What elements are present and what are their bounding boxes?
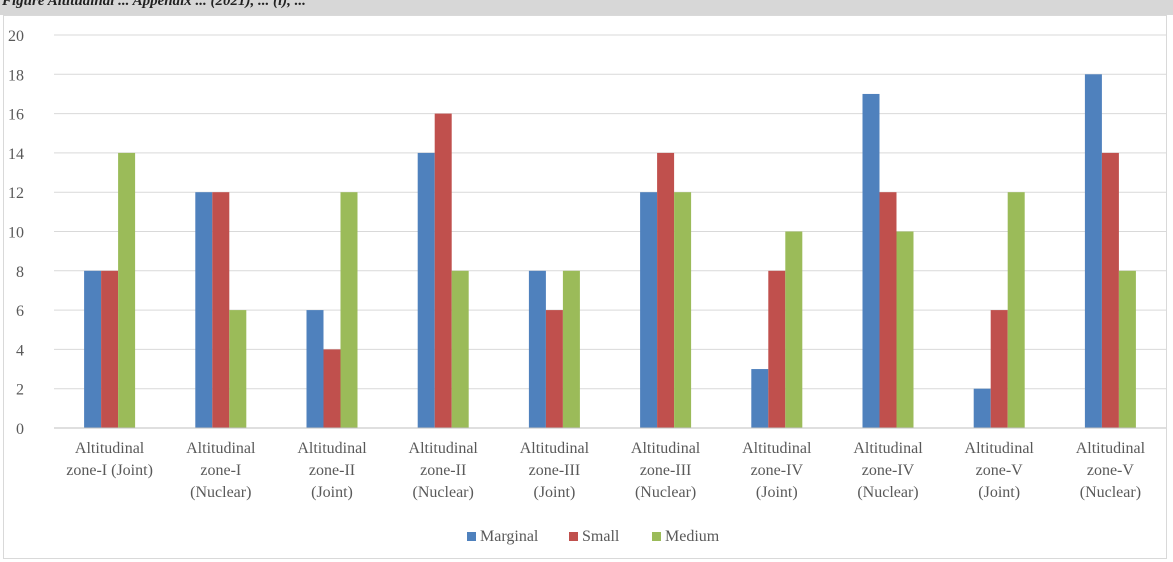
x-tick-labels: Altitudinal zone-I (Joint) Altitudinal zone… [66,440,1145,501]
bar-marginal [1084,74,1102,429]
x-tick-label-line: zone-V [976,462,1024,479]
x-tick-label-line: Altitudinal [1076,440,1146,457]
y-tick-label: 18 [8,67,24,84]
legend-swatch-small [569,532,578,541]
bar-marginal [528,270,546,428]
x-tick-label: Altitudinal zone-III (Joint) [520,440,590,501]
x-tick-label-line: zone-III [640,462,692,479]
x-tick-label-line: Altitudinal [853,440,923,457]
y-tick-label: 12 [8,185,24,202]
x-tick-label: Altitudinal zone-I (Joint) [66,440,153,479]
bar-small [434,113,452,428]
bar-marginal [973,388,991,428]
x-tick-label: Altitudinal zone-IV (Joint) [742,440,812,501]
y-tick-label: 0 [16,421,24,438]
bar-marginal [640,192,658,428]
x-tick-label-line: (Nuclear) [1080,484,1141,501]
x-tick-label-line: Altitudinal [409,440,479,457]
legend: Marginal Small Medium [467,528,720,545]
bars [84,74,1136,429]
x-tick-label-line: zone-IV [751,462,804,479]
x-tick-label-line: (Nuclear) [635,484,696,501]
bar-medium [785,231,803,428]
figure-caption-strip: Figure Altitudinal ... Appendix ... (202… [0,0,1173,15]
bar-medium [674,192,692,428]
bar-medium [451,270,469,428]
bar-small [545,310,563,428]
x-tick-label: Altitudinal zone-III (Nuclear) [631,440,701,501]
legend-swatch-marginal [467,532,476,541]
x-tick-label-line: Altitudinal [742,440,812,457]
chart-frame: 0 2 4 6 8 10 12 14 16 18 20 Altitudinal zone-I (Joi… [3,15,1167,559]
bar-small [990,310,1008,428]
x-tick-label-line: zone-III [529,462,581,479]
x-tick-label-line: (Joint) [311,484,353,501]
bar-chart: 0 2 4 6 8 10 12 14 16 18 20 Altitudinal zone-I (Joi… [8,28,1166,545]
bar-small [212,192,230,428]
bar-marginal [862,93,880,428]
x-tick-label-line: Altitudinal [631,440,701,457]
x-tick-label-line: (Joint) [978,484,1020,501]
legend-label-small: Small [582,528,620,545]
bar-small [768,270,786,428]
y-tick-label: 14 [8,146,24,163]
y-tick-labels: 0 2 4 6 8 10 12 14 16 18 20 [8,28,24,438]
bar-medium [118,152,136,428]
y-tick-label: 8 [16,264,24,281]
x-tick-label-line: (Nuclear) [413,484,474,501]
x-tick-label-line: Altitudinal [297,440,367,457]
x-tick-label-line: (Nuclear) [190,484,251,501]
bar-marginal [195,192,213,428]
x-tick-label-line: (Joint) [756,484,798,501]
bar-marginal [84,270,102,428]
legend-swatch-medium [652,532,661,541]
x-tick-label-line: zone-I (Joint) [66,462,153,479]
x-tick-label-line: Altitudinal [75,440,145,457]
bar-medium [1118,270,1136,428]
bar-small [323,349,341,428]
y-tick-label: 10 [8,225,24,242]
x-tick-label: Altitudinal zone-V (Nuclear) [1076,440,1146,501]
bar-medium [562,270,580,428]
x-tick-label-line: zone-I [200,462,241,479]
x-tick-label-line: zone-II [420,462,466,479]
bar-medium [896,231,914,428]
bar-marginal [751,369,769,428]
x-tick-label: Altitudinal zone-I (Nuclear) [186,440,256,501]
legend-label-medium: Medium [665,528,720,545]
x-tick-label: Altitudinal zone-II (Nuclear) [409,440,479,501]
legend-label-marginal: Marginal [480,528,539,545]
x-tick-label: Altitudinal zone-V (Joint) [965,440,1035,501]
x-tick-label-line: (Joint) [534,484,576,501]
bar-small [657,152,675,428]
bar-small [101,270,119,428]
bar-small [1101,152,1119,428]
x-tick-label-line: (Nuclear) [857,484,918,501]
x-tick-label-line: Altitudinal [520,440,590,457]
x-tick-label-line: zone-IV [862,462,915,479]
x-tick-label: Altitudinal zone-II (Joint) [297,440,367,501]
bar-marginal [306,310,324,428]
x-tick-label-line: zone-V [1087,462,1135,479]
x-tick-label-line: Altitudinal [186,440,256,457]
bar-medium [1007,192,1025,428]
bar-medium [340,192,358,428]
bar-medium [229,310,247,428]
y-tick-label: 20 [8,28,24,45]
y-tick-label: 2 [16,382,24,399]
figure-caption: Figure Altitudinal ... Appendix ... (202… [2,0,306,9]
bar-marginal [417,152,435,428]
x-tick-label-line: Altitudinal [965,440,1035,457]
y-tick-label: 4 [16,342,24,359]
y-tick-label: 16 [8,107,24,124]
y-tick-label: 6 [16,303,24,320]
bar-small [879,192,897,428]
x-tick-label-line: zone-II [309,462,355,479]
x-tick-label: Altitudinal zone-IV (Nuclear) [853,440,923,501]
